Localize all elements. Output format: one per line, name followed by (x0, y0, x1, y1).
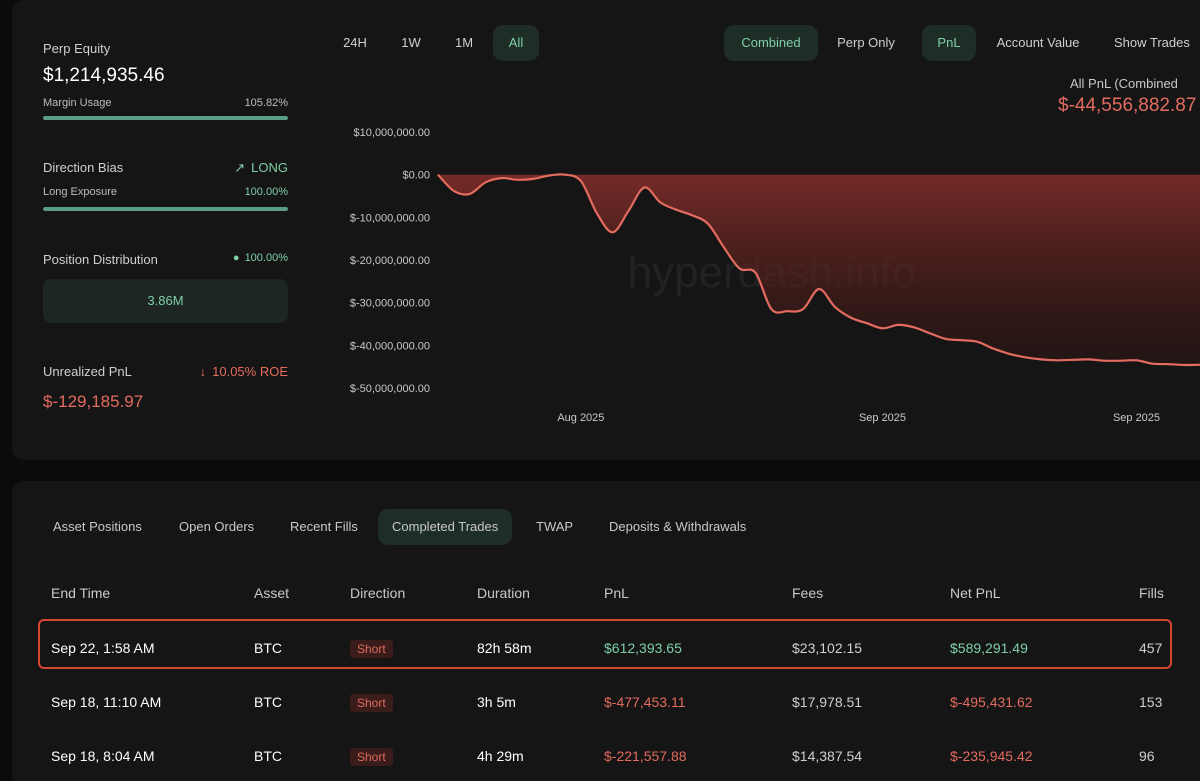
overview-panel: Perp Equity $1,214,935.46 Margin Usage 1… (12, 0, 1200, 460)
position-distribution-value: 100.00% (244, 252, 288, 264)
y-axis: $10,000,000.00 $0.00 $-10,000,000.00 $-20,0… (350, 127, 430, 395)
direction-cell: Short (350, 729, 393, 781)
range-24h-button[interactable]: 24H (343, 35, 367, 50)
table-row[interactable]: Sep 18, 11:10 AM BTC Short 3h 5m $-477,4… (12, 675, 1200, 729)
tab-deposits-withdrawals[interactable]: Deposits & Withdrawals (609, 519, 747, 534)
pnl-cell: $612,393.65 (604, 640, 682, 656)
end-time-cell: Sep 18, 8:04 AM (51, 748, 155, 764)
range-all-button[interactable]: All (493, 25, 539, 61)
pnl-summary-label: All PnL (Combined (1070, 76, 1178, 91)
pnl-toggle[interactable]: PnL (922, 25, 976, 61)
x-tick-label: Sep 2025 (1113, 412, 1160, 424)
pnl-line (437, 173, 1200, 367)
header-asset[interactable]: Asset (254, 585, 290, 601)
net-pnl-cell: $-495,431.62 (950, 694, 1033, 710)
trend-up-icon: ↗ (234, 160, 246, 175)
y-tick-label: $-20,000,000.00 (350, 255, 430, 267)
fees-cell: $17,978.51 (792, 694, 863, 710)
range-1w-button[interactable]: 1W (401, 35, 421, 50)
header-pnl[interactable]: PnL (604, 585, 629, 601)
combined-toggle[interactable]: Combined (724, 25, 818, 61)
pnl-cell: $-477,453.11 (604, 694, 686, 710)
header-direction[interactable]: Direction (350, 585, 406, 601)
y-tick-label: $-10,000,000.00 (350, 212, 430, 224)
end-time-cell: Sep 18, 11:10 AM (51, 694, 162, 710)
unrealized-pnl-label: Unrealized PnL (43, 364, 132, 379)
margin-usage-bar (43, 116, 288, 120)
fees-cell: $23,102.15 (792, 640, 863, 656)
pnl-cell: $-221,557.88 (604, 748, 687, 764)
dot-icon: ● (232, 252, 240, 264)
perp-equity-value: $1,214,935.46 (43, 65, 165, 86)
header-fees[interactable]: Fees (792, 585, 824, 601)
x-tick-label: Aug 2025 (557, 412, 604, 424)
direction-badge: Short (350, 748, 393, 767)
header-net-pnl[interactable]: Net PnL (950, 585, 1001, 601)
trades-panel: Asset Positions Open Orders Recent Fills… (12, 481, 1200, 781)
asset-cell: BTC (254, 640, 282, 656)
y-tick-label: $-50,000,000.00 (350, 383, 430, 395)
y-tick-label: $-40,000,000.00 (350, 340, 430, 352)
header-end-time[interactable]: End Time (51, 585, 111, 601)
pnl-area (438, 174, 1200, 366)
x-tick-label: Sep 2025 (859, 412, 906, 424)
tab-recent-fills[interactable]: Recent Fills (290, 519, 358, 534)
duration-cell: 4h 29m (477, 748, 524, 764)
table-row[interactable]: Sep 18, 8:04 AM BTC Short 4h 29m $-221,5… (12, 729, 1200, 781)
roe-wrap: ↓ 10.05% ROE (200, 364, 288, 379)
duration-cell: 3h 5m (477, 694, 516, 710)
long-exposure-value: 100.00% (244, 186, 288, 198)
unrealized-pnl-value: $-129,185.97 (43, 392, 144, 411)
header-duration[interactable]: Duration (477, 585, 530, 601)
asset-cell: BTC (254, 694, 282, 710)
margin-usage-label: Margin Usage (43, 97, 112, 109)
direction-bias-value: LONG (251, 160, 288, 175)
tab-twap[interactable]: TWAP (536, 519, 574, 534)
y-tick-label: $-30,000,000.00 (350, 298, 430, 310)
pnl-chart: hyperdash.info $10,000,000.00$0.00$-10,0… (350, 127, 1200, 424)
net-pnl-cell: $-235,945.42 (950, 748, 1033, 764)
show-trades-toggle[interactable]: Show Trades (1114, 35, 1190, 50)
fills-cell: 153 (1139, 694, 1163, 710)
long-exposure-bar (43, 207, 288, 211)
tab-asset-positions[interactable]: Asset Positions (53, 519, 142, 534)
account-value-toggle[interactable]: Account Value (996, 35, 1080, 50)
tab-completed-trades[interactable]: Completed Trades (378, 509, 513, 545)
direction-badge: Short (350, 640, 393, 659)
fees-cell: $14,387.54 (792, 748, 863, 764)
perp-only-toggle[interactable]: Perp Only (837, 35, 895, 50)
end-time-cell: Sep 22, 1:58 AM (51, 640, 155, 656)
long-exposure-label: Long Exposure (43, 186, 117, 198)
direction-bias-label: Direction Bias (43, 160, 124, 175)
arrow-down-icon: ↓ (199, 364, 207, 379)
long-exposure-bar-fill (43, 207, 288, 211)
position-distribution-value-wrap: ● 100.00% (233, 252, 288, 264)
tab-open-orders[interactable]: Open Orders (179, 519, 255, 534)
pnl-summary-value: $-44,556,882.87 (1058, 95, 1197, 116)
fills-cell: 457 (1139, 640, 1163, 656)
header-fills[interactable]: Fills (1139, 585, 1164, 601)
position-distribution-label: Position Distribution (43, 252, 158, 267)
range-1m-button[interactable]: 1M (454, 35, 474, 50)
asset-cell: BTC (254, 748, 282, 764)
y-tick-label: $10,000,000.00 (354, 127, 430, 139)
margin-usage-bar-fill (43, 116, 288, 120)
perp-equity-label: Perp Equity (43, 41, 111, 56)
direction-badge: Short (350, 694, 393, 713)
table-row[interactable]: Sep 22, 1:58 AM BTC Short 82h 58m $612,3… (12, 621, 1200, 675)
margin-usage-value: 105.82% (244, 97, 288, 109)
position-distribution-box[interactable]: 3.86M (43, 279, 288, 323)
direction-cell: Short (350, 675, 393, 729)
direction-bias-value-wrap: ↗ LONG (234, 160, 288, 176)
duration-cell: 82h 58m (477, 640, 532, 656)
y-tick-label: $0.00 (402, 170, 430, 182)
roe-value: 10.05% ROE (212, 364, 288, 379)
net-pnl-cell: $589,291.49 (950, 640, 1028, 656)
direction-cell: Short (350, 621, 393, 675)
fills-cell: 96 (1139, 748, 1155, 764)
